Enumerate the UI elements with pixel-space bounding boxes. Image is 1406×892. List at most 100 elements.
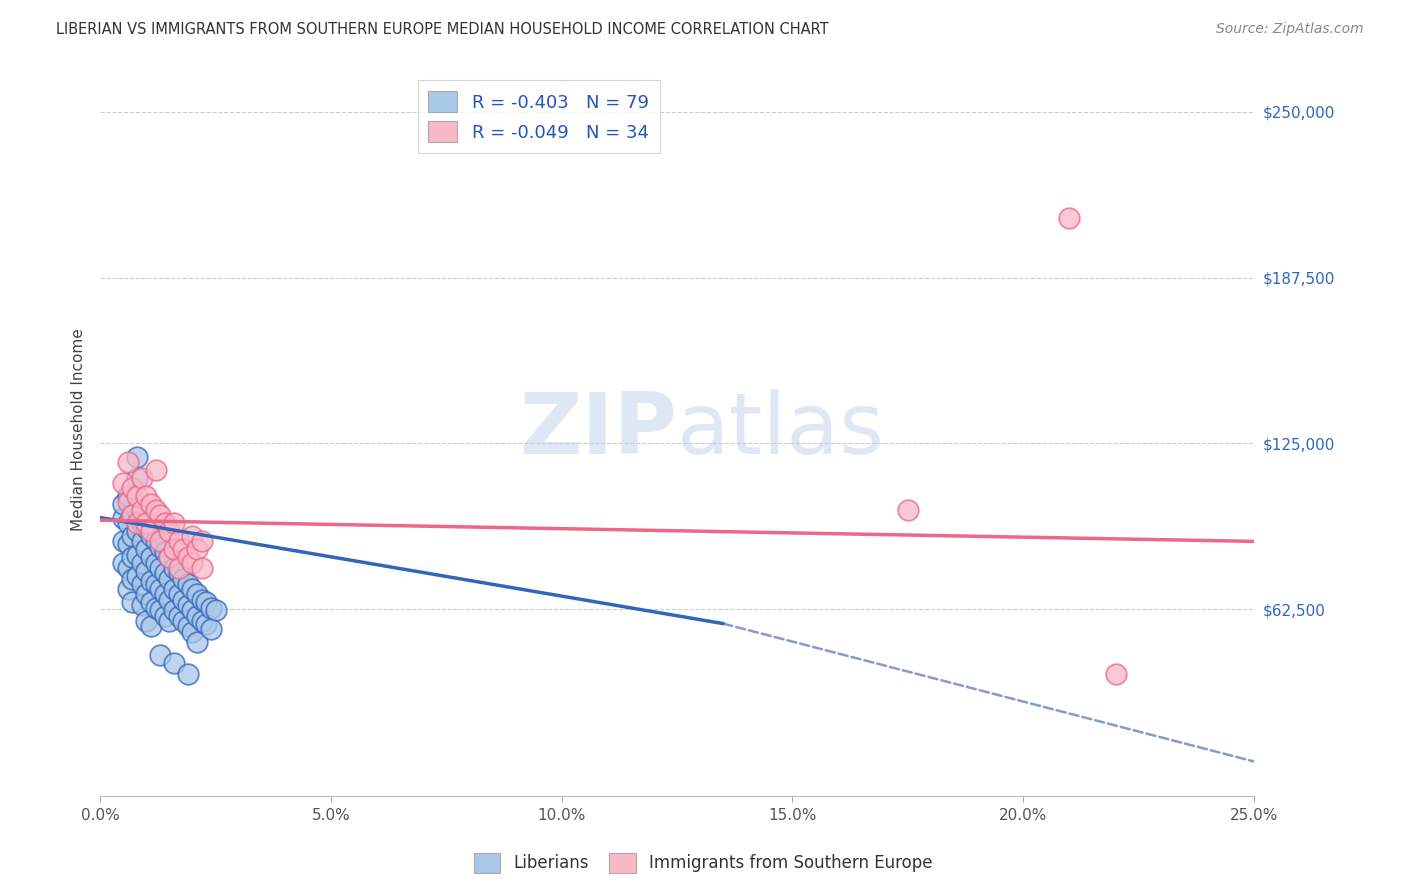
- Point: [167, 566, 190, 581]
- Point: [157, 592, 180, 607]
- Point: [112, 497, 135, 511]
- Point: [117, 516, 139, 530]
- Point: [145, 556, 167, 570]
- Point: [177, 577, 200, 591]
- Point: [145, 534, 167, 549]
- Point: [149, 508, 172, 522]
- Point: [125, 489, 148, 503]
- Point: [195, 616, 218, 631]
- Point: [121, 572, 143, 586]
- Point: [139, 619, 162, 633]
- Point: [897, 502, 920, 516]
- Point: [131, 502, 153, 516]
- Point: [135, 587, 157, 601]
- Point: [125, 450, 148, 464]
- Point: [112, 510, 135, 524]
- Point: [121, 508, 143, 522]
- Point: [157, 550, 180, 565]
- Legend: R = -0.403   N = 79, R = -0.049   N = 34: R = -0.403 N = 79, R = -0.049 N = 34: [418, 80, 659, 153]
- Point: [177, 667, 200, 681]
- Point: [121, 481, 143, 495]
- Point: [177, 619, 200, 633]
- Point: [139, 524, 162, 538]
- Point: [167, 534, 190, 549]
- Point: [153, 608, 176, 623]
- Point: [145, 502, 167, 516]
- Point: [190, 614, 212, 628]
- Point: [139, 595, 162, 609]
- Y-axis label: Median Household Income: Median Household Income: [72, 328, 86, 532]
- Point: [172, 542, 194, 557]
- Point: [139, 574, 162, 589]
- Point: [149, 540, 172, 554]
- Point: [163, 582, 186, 596]
- Point: [181, 603, 204, 617]
- Point: [121, 529, 143, 543]
- Point: [139, 529, 162, 543]
- Point: [135, 516, 157, 530]
- Point: [153, 545, 176, 559]
- Point: [190, 534, 212, 549]
- Point: [135, 521, 157, 535]
- Point: [121, 595, 143, 609]
- Point: [163, 603, 186, 617]
- Point: [139, 550, 162, 565]
- Point: [135, 489, 157, 503]
- Point: [186, 542, 208, 557]
- Point: [149, 561, 172, 575]
- Point: [135, 614, 157, 628]
- Point: [131, 471, 153, 485]
- Point: [200, 622, 222, 636]
- Point: [1104, 667, 1126, 681]
- Point: [177, 598, 200, 612]
- Point: [163, 516, 186, 530]
- Point: [112, 476, 135, 491]
- Point: [163, 542, 186, 557]
- Point: [135, 542, 157, 557]
- Point: [125, 548, 148, 562]
- Point: [1059, 211, 1081, 225]
- Point: [121, 508, 143, 522]
- Point: [112, 534, 135, 549]
- Point: [167, 608, 190, 623]
- Point: [181, 582, 204, 596]
- Point: [125, 502, 148, 516]
- Point: [186, 587, 208, 601]
- Point: [172, 592, 194, 607]
- Point: [157, 524, 180, 538]
- Point: [117, 455, 139, 469]
- Point: [125, 471, 148, 485]
- Point: [157, 550, 180, 565]
- Text: Source: ZipAtlas.com: Source: ZipAtlas.com: [1216, 22, 1364, 37]
- Point: [163, 657, 186, 671]
- Point: [204, 603, 226, 617]
- Point: [167, 587, 190, 601]
- Point: [186, 635, 208, 649]
- Point: [117, 537, 139, 551]
- Point: [117, 494, 139, 508]
- Point: [131, 577, 153, 591]
- Text: LIBERIAN VS IMMIGRANTS FROM SOUTHERN EUROPE MEDIAN HOUSEHOLD INCOME CORRELATION : LIBERIAN VS IMMIGRANTS FROM SOUTHERN EUR…: [56, 22, 830, 37]
- Point: [131, 534, 153, 549]
- Point: [157, 572, 180, 586]
- Point: [167, 561, 190, 575]
- Point: [153, 566, 176, 581]
- Point: [131, 556, 153, 570]
- Point: [125, 569, 148, 583]
- Point: [117, 489, 139, 503]
- Point: [200, 600, 222, 615]
- Point: [153, 587, 176, 601]
- Point: [181, 624, 204, 639]
- Point: [121, 550, 143, 565]
- Point: [131, 516, 153, 530]
- Point: [149, 582, 172, 596]
- Point: [157, 614, 180, 628]
- Point: [145, 600, 167, 615]
- Point: [125, 516, 148, 530]
- Point: [139, 497, 162, 511]
- Point: [125, 524, 148, 538]
- Point: [149, 603, 172, 617]
- Point: [181, 529, 204, 543]
- Point: [145, 463, 167, 477]
- Legend: Liberians, Immigrants from Southern Europe: Liberians, Immigrants from Southern Euro…: [467, 847, 939, 880]
